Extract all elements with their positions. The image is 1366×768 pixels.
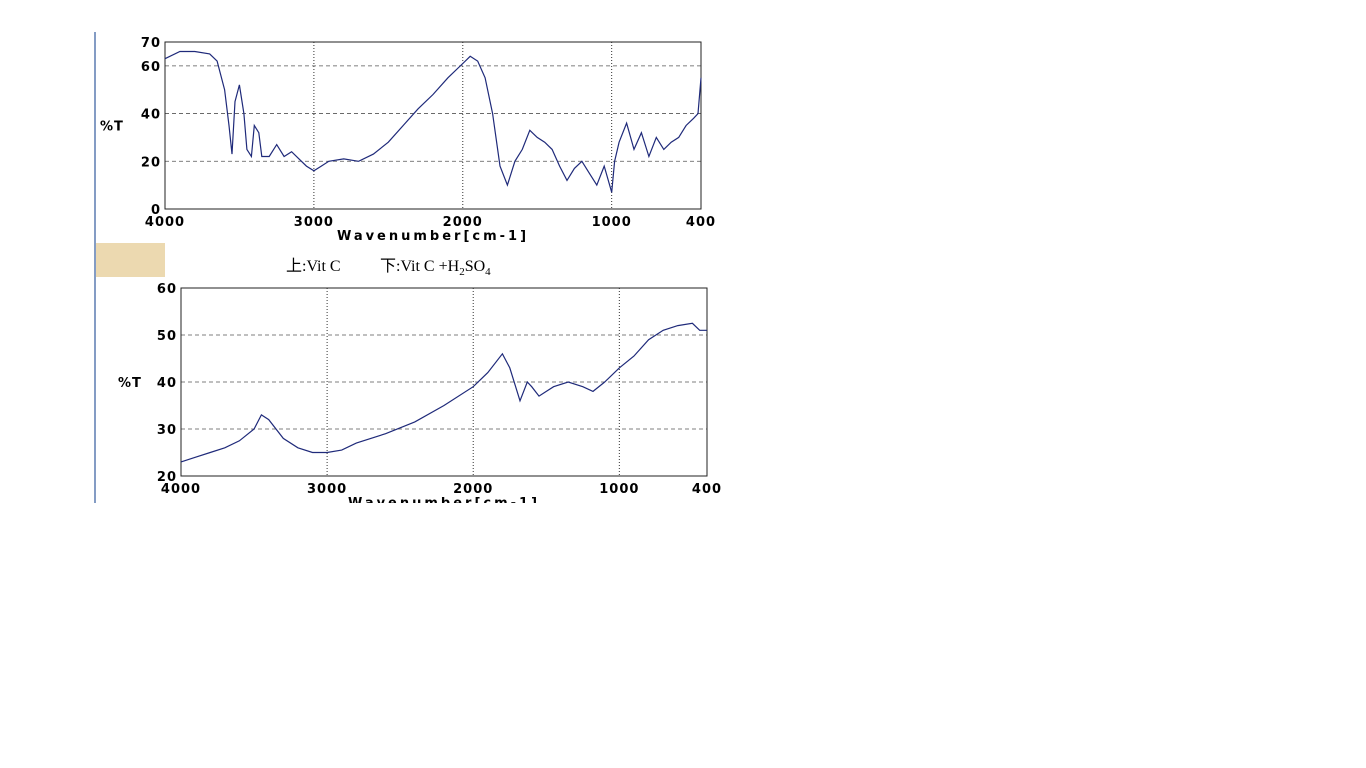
x-tick-label: 1000 [599,482,639,497]
plot-frame [180,287,708,477]
spectrum-line [164,50,702,193]
y-tick-label: 0 [151,203,161,218]
x-tick-label: 1000 [592,215,632,230]
plot-frame [164,41,702,210]
x-tick-label: 400 [692,482,722,497]
x-tick-label: 3000 [294,215,334,230]
y-tick-label: 70 [141,36,161,51]
x-tick-label: 4000 [161,482,201,497]
x-tick-label: 2000 [443,215,483,230]
caption-part: 下:Vit C +H [380,258,460,275]
y-tick-label: 50 [157,329,177,344]
caption: 上:Vit C 下:Vit C +H2SO4 [286,257,491,278]
y-tick-label: 60 [141,60,161,75]
decor-box [96,243,165,277]
y-tick-label: 20 [141,155,161,170]
y-tick-label: 20 [157,470,177,485]
y-tick-label: 40 [141,108,161,123]
x-axis-label: Wavenumber[cm-1] [337,229,529,244]
spectrum-line [180,322,707,463]
x-axis-label: Wavenumber[cm-1] [348,496,540,511]
y-tick-label: 60 [157,282,177,297]
chart: 20 30 40 50 60 4000 3000 2000 1000 400 %T Wavenumbe… [118,282,722,511]
y-tick-label: 30 [157,423,177,438]
caption-part: SO [465,258,485,275]
x-tick-label: 400 [686,215,716,230]
y-tick-label: 40 [157,376,177,391]
charts: 0 20 40 60 70 4000 3000 2000 1000 400 %T Wavenumber… [100,36,722,511]
x-tick-label: 2000 [453,482,493,497]
chart: 0 20 40 60 70 4000 3000 2000 1000 400 %T Wavenumber… [100,36,716,244]
y-axis-label: %T [118,376,142,391]
caption-part: 2 [459,266,465,278]
caption-part: 上:Vit C [286,257,341,275]
caption-part: 4 [485,266,491,278]
x-tick-label: 4000 [145,215,185,230]
x-tick-label: 3000 [307,482,347,497]
y-axis-label: %T [100,120,124,135]
